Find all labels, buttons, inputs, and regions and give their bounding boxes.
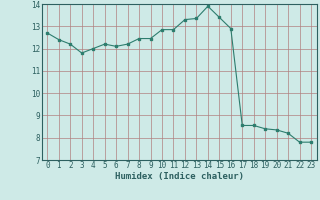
X-axis label: Humidex (Indice chaleur): Humidex (Indice chaleur) — [115, 172, 244, 181]
